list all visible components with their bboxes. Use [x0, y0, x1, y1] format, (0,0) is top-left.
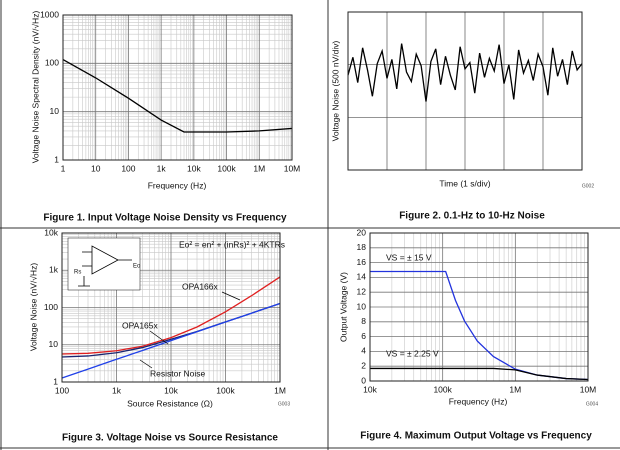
x-tick-label: 1M	[274, 385, 286, 395]
y-tick-label: 12	[357, 286, 367, 296]
y-tick-label: 0	[361, 375, 366, 385]
label-arrow	[139, 359, 153, 369]
figure-code: G002	[582, 183, 594, 189]
x-tick-label: 100	[55, 385, 69, 395]
y-tick-label: 1000	[40, 9, 59, 19]
series-label: Resistor Noise	[150, 368, 206, 378]
inset-label: Rs	[74, 270, 81, 276]
x-tick-label: 100k	[216, 385, 235, 395]
series-line	[347, 43, 583, 102]
figure-code: G004	[586, 401, 598, 407]
y-tick-label: 1	[54, 154, 59, 164]
y-tick-label: 4	[361, 346, 366, 356]
annotation: VS = ± 15 V	[386, 252, 432, 262]
y-tick-label: 10k	[44, 227, 58, 237]
inset-box	[67, 237, 141, 291]
y-tick-label: 100	[44, 302, 58, 312]
x-tick-label: 10M	[580, 384, 597, 394]
label-arrow	[149, 330, 169, 345]
plot-border	[369, 232, 589, 382]
x-tick-label: 10k	[164, 385, 178, 395]
y-axis-label: Output Voltage (V)	[338, 272, 348, 342]
series-line	[370, 367, 589, 381]
x-axis-label: Time (1 s/div)	[439, 178, 490, 188]
plot-border	[347, 11, 583, 171]
x-tick-label: 1M	[253, 163, 265, 173]
inset-label: Eo	[133, 264, 141, 270]
y-tick-label: 18	[357, 242, 367, 252]
x-tick-label: 1k	[112, 385, 122, 395]
series-line	[62, 58, 293, 133]
figure-caption: Figure 1. Input Voltage Noise Density vs…	[43, 213, 287, 224]
label-arrow	[221, 291, 241, 301]
y-axis-label: Voltage Noise (500 nV/div)	[330, 41, 340, 142]
y-tick-label: 1	[53, 376, 58, 386]
series-line	[61, 302, 281, 379]
y-tick-label: 16	[357, 257, 367, 267]
figure-caption: Figure 2. 0.1-Hz to 10-Hz Noise	[399, 211, 545, 222]
series-label: OPA166x	[182, 281, 219, 291]
figure-caption: Figure 4. Maximum Output Voltage vs Freq…	[360, 431, 592, 442]
x-tick-label: 10M	[284, 163, 301, 173]
y-tick-label: 100	[45, 58, 59, 68]
y-tick-label: 1k	[49, 265, 59, 275]
y-axis-label: Voltage Noise (nV/√Hz)	[28, 263, 38, 351]
x-tick-label: 100k	[217, 163, 236, 173]
x-tick-label: 100	[121, 163, 135, 173]
x-tick-label: 1	[61, 163, 66, 173]
y-axis-label: Voltage Noise Spectral Density (nV/√Hz)	[30, 11, 40, 164]
series-label: OPA165x	[122, 320, 159, 330]
y-tick-label: 2	[361, 360, 366, 370]
y-tick-label: 10	[49, 339, 59, 349]
x-tick-label: 10	[91, 163, 101, 173]
x-tick-label: 100k	[433, 384, 452, 394]
annotation: VS = ± 2.25 V	[386, 348, 439, 358]
annotation: Eo² = en² + (inRs)² + 4KTRs	[179, 239, 285, 249]
plot-border	[62, 14, 293, 161]
x-axis-label: Frequency (Hz)	[148, 180, 207, 190]
figure-code: G003	[278, 401, 290, 407]
x-tick-label: 10k	[363, 384, 377, 394]
plot-border	[61, 232, 281, 383]
y-tick-label: 8	[361, 316, 366, 326]
y-tick-label: 6	[361, 331, 366, 341]
series-line	[61, 276, 281, 355]
figure-caption: Figure 3. Voltage Noise vs Source Resist…	[62, 433, 278, 444]
x-tick-label: 10k	[187, 163, 201, 173]
y-tick-label: 14	[357, 272, 367, 282]
y-tick-label: 10	[357, 301, 367, 311]
x-tick-label: 1k	[157, 163, 167, 173]
y-tick-label: 20	[357, 227, 367, 237]
x-axis-label: Source Resistance (Ω)	[127, 398, 213, 408]
x-tick-label: 1M	[509, 384, 521, 394]
opamp-symbol	[78, 245, 132, 287]
y-tick-label: 10	[50, 106, 60, 116]
x-axis-label: Frequency (Hz)	[449, 396, 508, 406]
